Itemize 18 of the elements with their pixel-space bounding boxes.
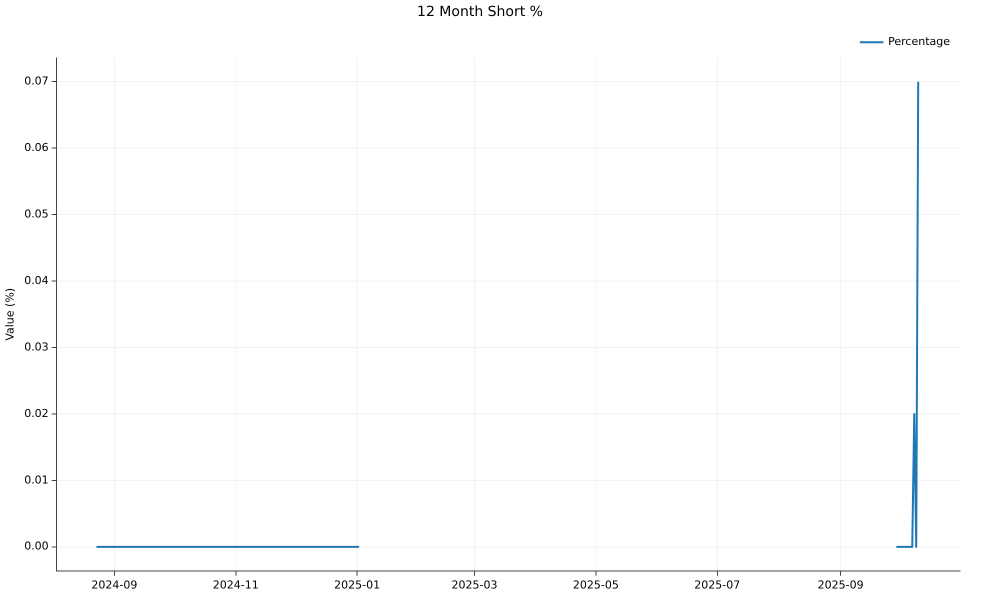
y-tick-label: 0.07 bbox=[24, 74, 49, 88]
x-tick-label: 2025-07 bbox=[694, 578, 740, 592]
x-tick-label: 2025-01 bbox=[334, 578, 380, 592]
x-tick-label: 2024-11 bbox=[212, 578, 259, 592]
y-tick-label: 0.01 bbox=[24, 473, 49, 486]
legend-label: Percentage bbox=[888, 35, 950, 48]
y-tick-label: 0.04 bbox=[24, 274, 49, 287]
y-axis-title: Value (%) bbox=[3, 288, 16, 341]
y-tick-label: 0.02 bbox=[24, 406, 49, 420]
y-tick-label: 0.03 bbox=[24, 340, 49, 354]
y-tick-label: 0.06 bbox=[24, 141, 49, 154]
y-tick-label: 0.00 bbox=[24, 540, 49, 553]
x-tick-label: 2024-09 bbox=[91, 578, 138, 592]
x-tick-label: 2025-09 bbox=[818, 578, 864, 592]
x-tick-label: 2025-05 bbox=[572, 578, 619, 592]
chart-title: 12 Month Short % bbox=[417, 4, 543, 20]
y-tick-label: 0.05 bbox=[24, 207, 49, 220]
x-tick-label: 2025-03 bbox=[452, 578, 498, 592]
